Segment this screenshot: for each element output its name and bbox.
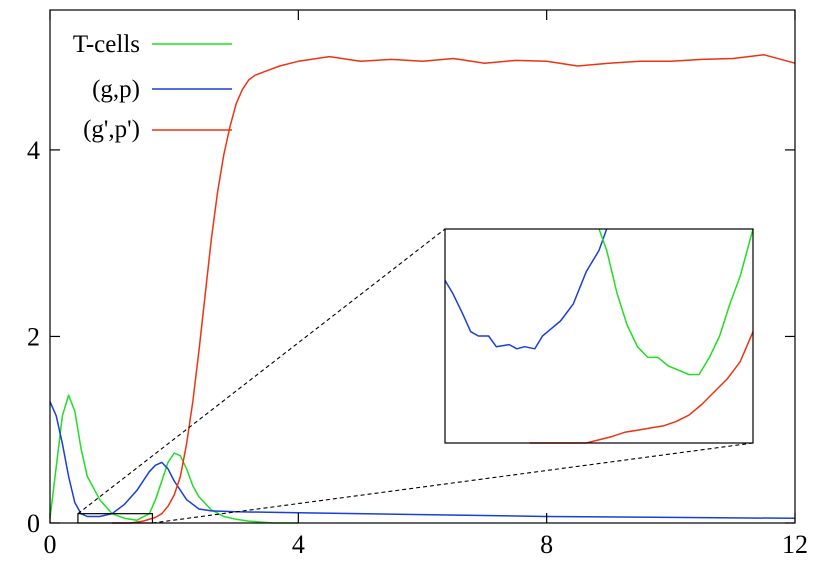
plot-frame <box>49 9 796 524</box>
y-tick-label-2: 2 <box>27 322 40 351</box>
x-tick-label-4: 4 <box>292 530 305 559</box>
x-tick-label-8: 8 <box>540 530 553 559</box>
legend: T-cells (g,p) (g',p') <box>73 31 232 143</box>
zoom-source-box <box>77 513 154 524</box>
inset-series-line-g-p <box>444 228 608 350</box>
inset-background <box>445 229 753 443</box>
series-line-g-p <box>49 401 796 520</box>
y-tick-label-0: 0 <box>27 509 40 538</box>
axis-tick-labels: 0 4 8 12 0 2 4 <box>27 136 808 559</box>
inset-series-line-t-cells <box>598 228 754 376</box>
legend-label-t-cells: T-cells <box>73 31 140 58</box>
series-line-t-cells <box>49 394 299 524</box>
zoom-connector-top <box>77 228 446 515</box>
zoom-connector-bottom <box>152 442 754 524</box>
inset-series-group <box>444 228 754 444</box>
main-series-group <box>49 54 796 524</box>
legend-label-g-prime-p-prime: (g',p') <box>83 116 140 143</box>
inset-series-line-g-prime-p-prime <box>529 331 754 444</box>
series-line-g-prime-p-prime <box>112 54 796 524</box>
legend-label-g-p: (g,p) <box>92 76 140 103</box>
inset-frame <box>444 228 754 444</box>
x-tick-label-12: 12 <box>782 530 808 559</box>
axis-ticks <box>49 10 796 524</box>
y-tick-label-4: 4 <box>27 136 40 165</box>
x-tick-label-0: 0 <box>44 530 57 559</box>
